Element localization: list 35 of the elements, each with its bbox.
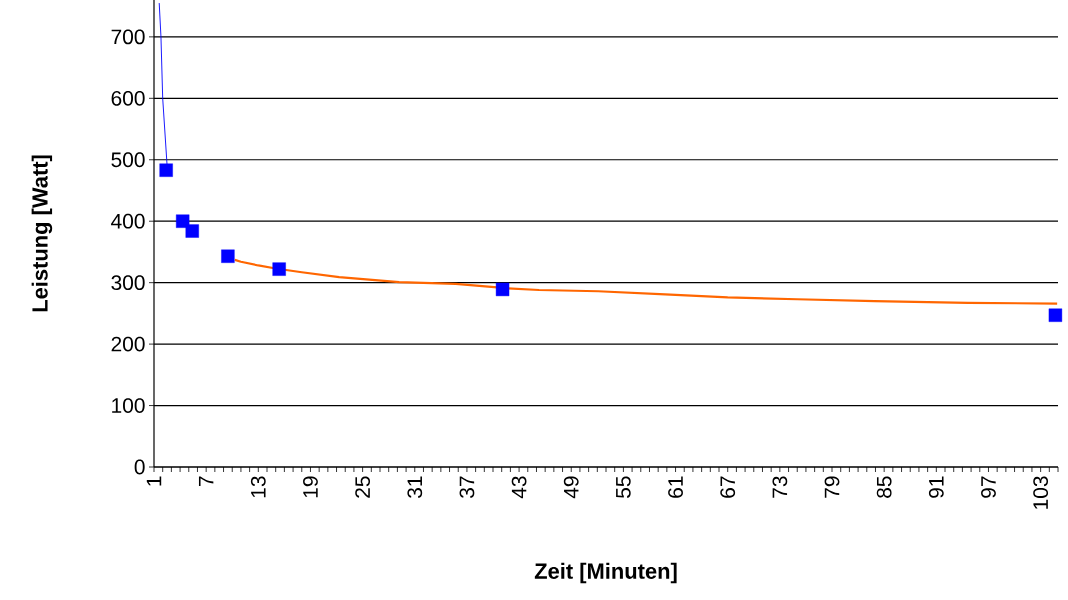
- y-tick-label: 700: [111, 29, 145, 45]
- point: [495, 282, 510, 297]
- y-tick-label: 100: [112, 398, 145, 413]
- x-tick-label: 43: [511, 476, 527, 499]
- y-tick-label: 0: [134, 459, 145, 475]
- x-tick-label: 49: [563, 476, 579, 499]
- point: [221, 249, 235, 263]
- x-axis-title: Zeit [Minuten]: [534, 562, 677, 584]
- x-tick-label: 97: [981, 476, 996, 498]
- point: [185, 224, 199, 238]
- x-tick-label: 25: [355, 476, 371, 498]
- point: [176, 214, 190, 228]
- x-tick-label: 7: [198, 476, 214, 487]
- x-tick-label: 103: [1033, 476, 1049, 509]
- x-tick-label: 85: [876, 476, 892, 498]
- y-tick-label: 300: [111, 275, 145, 291]
- point: [1048, 308, 1063, 322]
- x-tick-label: 79: [824, 476, 840, 498]
- x-tick-label: 91: [928, 476, 944, 498]
- x-tick-label: 73: [772, 476, 788, 498]
- x-tick-label: 1: [146, 476, 162, 486]
- x-tick-label: 67: [720, 476, 736, 498]
- point: [159, 163, 173, 177]
- y-tick-label: 200: [111, 336, 145, 352]
- y-tick-label: 400: [111, 213, 145, 229]
- x-tick-label: 13: [250, 476, 266, 498]
- y-tick-label: 500: [111, 152, 145, 168]
- point: [272, 262, 286, 276]
- y-tick-label: 600: [111, 90, 145, 106]
- x-tick-label: 31: [407, 476, 423, 498]
- x-tick-label: 61: [668, 476, 683, 498]
- x-tick-label: 19: [303, 476, 318, 498]
- x-tick-label: 55: [616, 476, 631, 498]
- y-axis-title: Leistung [Watt]: [31, 155, 53, 312]
- x-tick-label: 37: [459, 476, 475, 498]
